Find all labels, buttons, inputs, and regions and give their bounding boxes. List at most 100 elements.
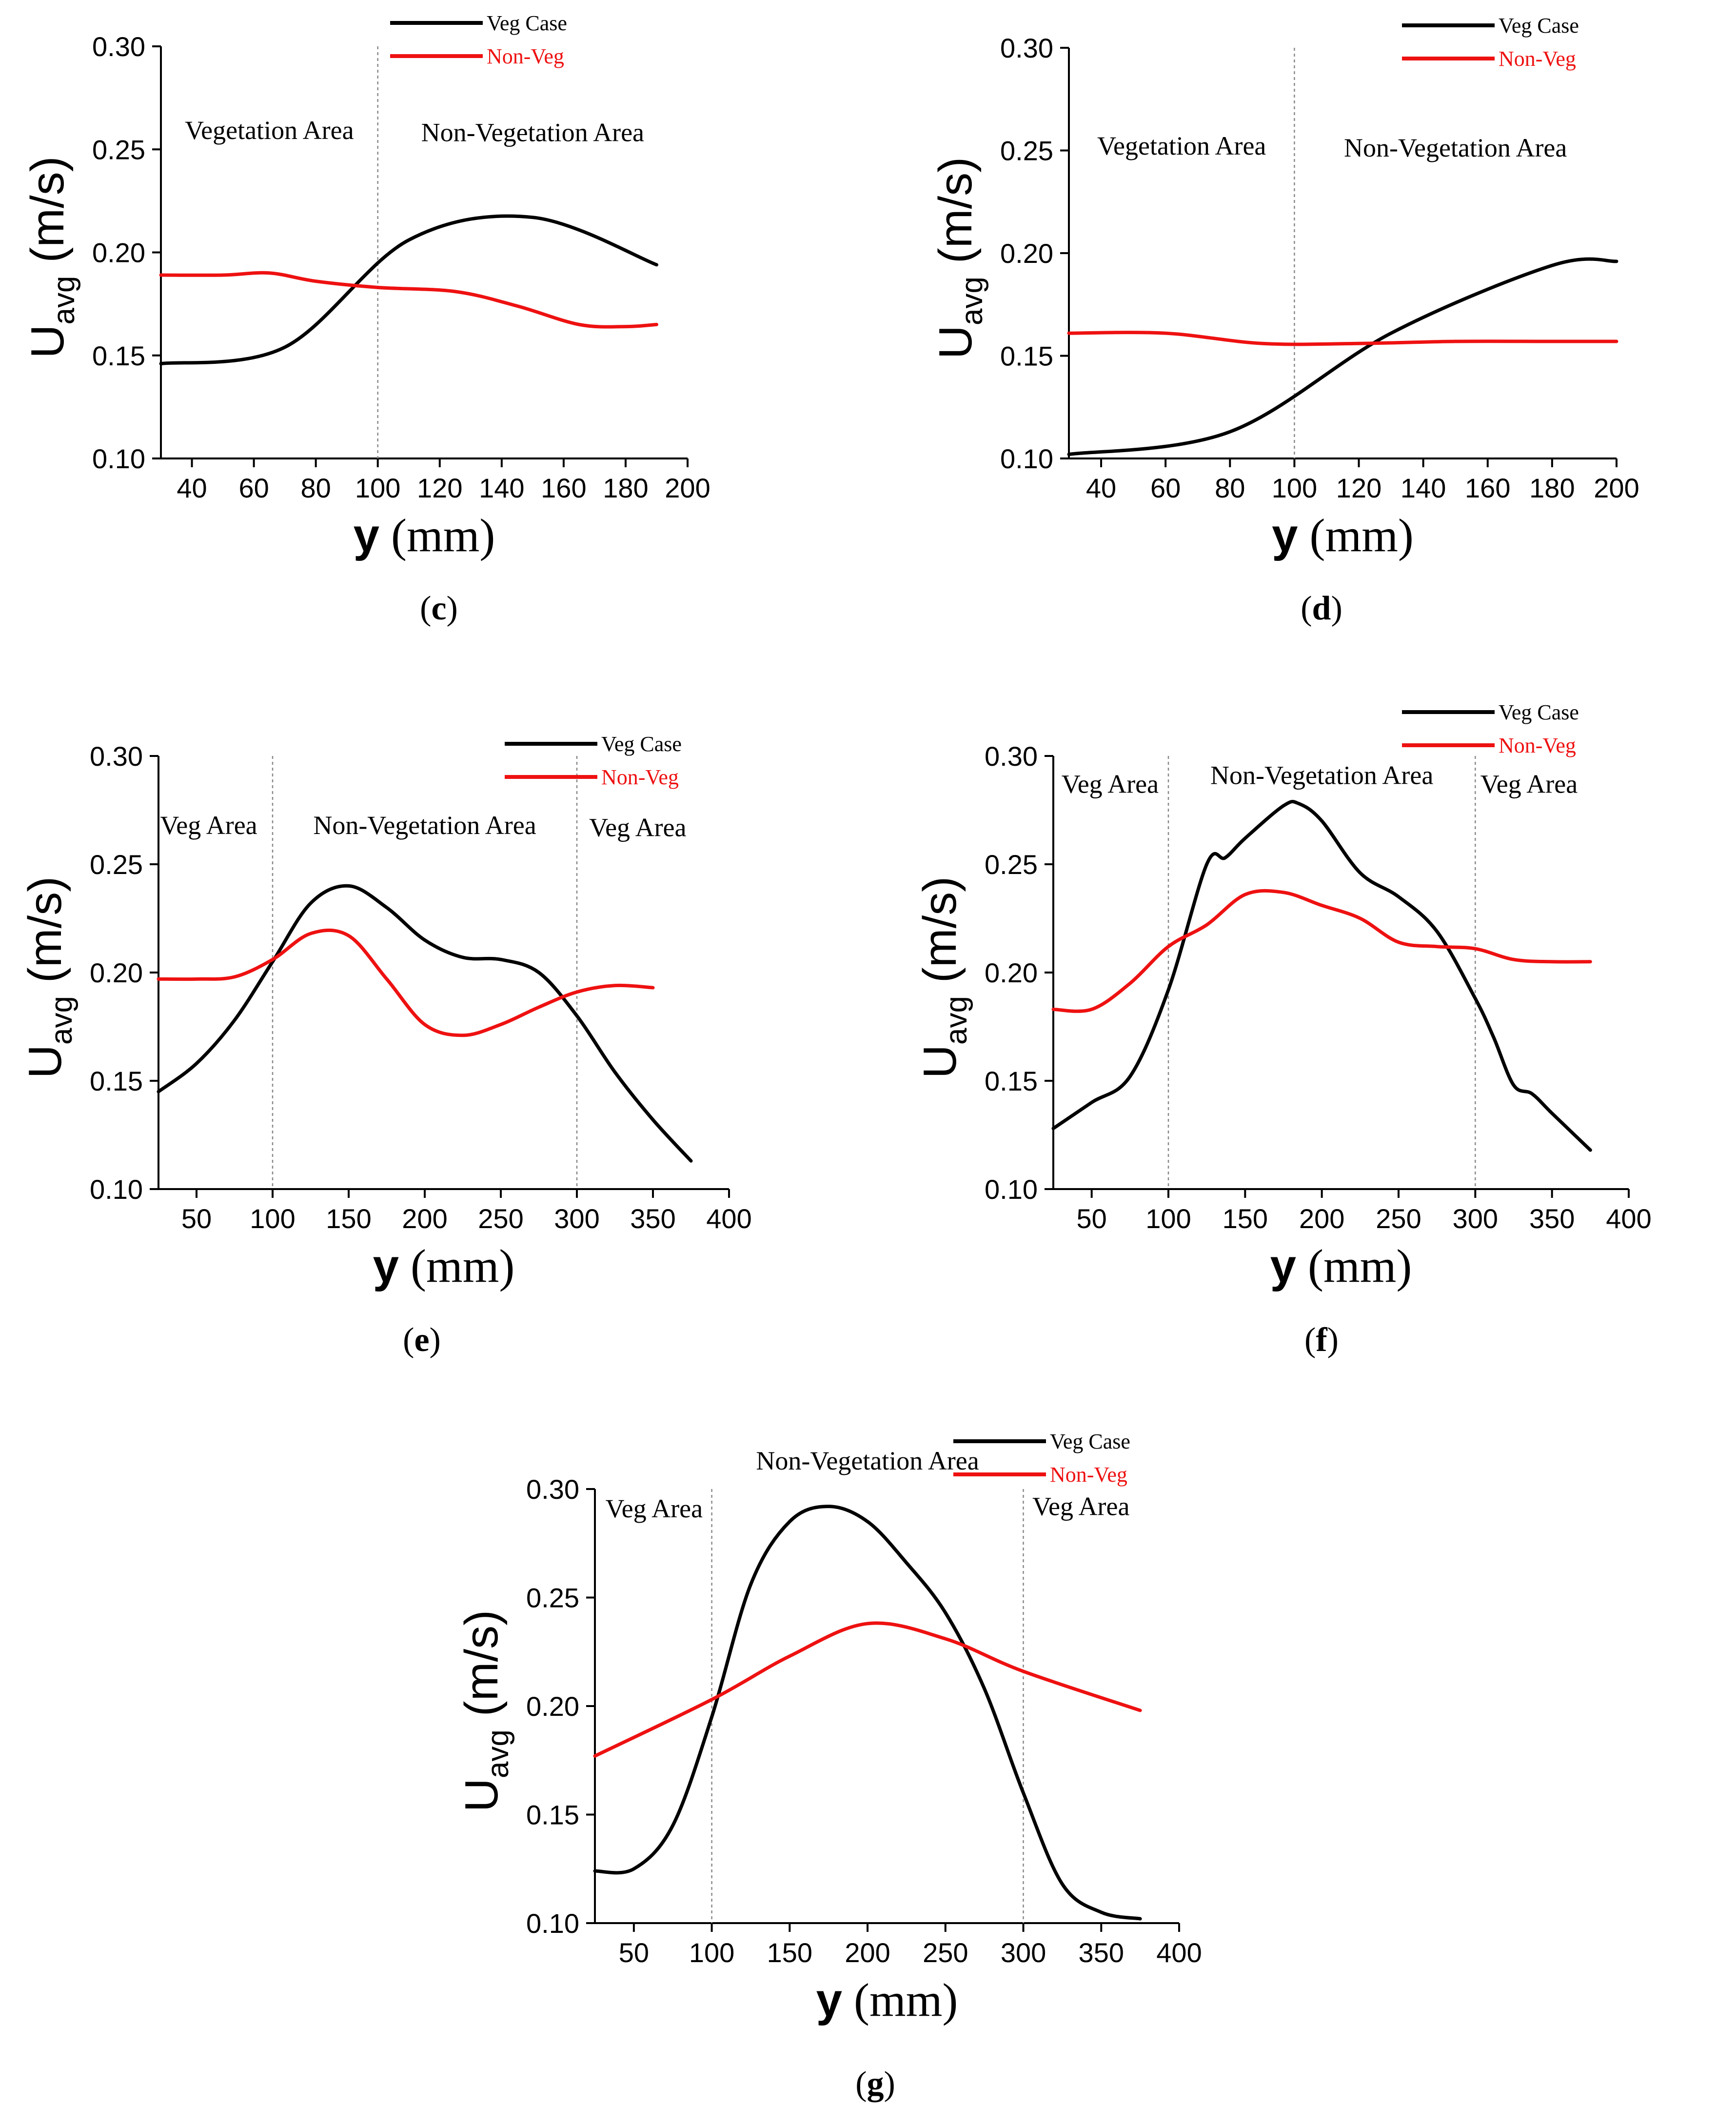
panel-e: 50 100 150 200 250 300 350 400 0.10 0.15 0.20 0.25 0… [19, 732, 752, 1359]
series-line-non-veg [1051, 889, 1592, 1013]
x-tick-label: 350 [630, 1203, 675, 1234]
y-tick-label: 0.20 [92, 238, 145, 268]
region-label: Non-Vegetation Area [313, 811, 536, 840]
y-tick-label: 0.15 [90, 1066, 143, 1096]
x-axis-label: y (mm) [816, 1974, 958, 2026]
x-tick-label: 400 [1156, 1937, 1202, 1968]
region-label: Veg Area [589, 813, 686, 842]
x-tick-label: 100 [1145, 1203, 1191, 1234]
y-tick-label: 0.10 [985, 1174, 1038, 1205]
region-label: Veg Area [160, 811, 257, 840]
series-line-non-veg [157, 928, 655, 1037]
legend-label: Non-Veg [487, 44, 564, 68]
x-tick-label: 150 [767, 1937, 812, 1968]
y-tick-label: 0.25 [985, 849, 1038, 880]
region-label: Non-Vegetation Area [421, 118, 644, 147]
y-tick-label: 0.30 [92, 31, 145, 62]
y-tick-label: 0.10 [1000, 443, 1053, 474]
x-tick-label: 60 [1150, 473, 1181, 503]
x-tick-label: 50 [619, 1937, 649, 1968]
panel-label: (c) [420, 590, 458, 627]
y-tick-label: 0.15 [526, 1800, 579, 1830]
region-label: Non-Vegetation Area [1344, 133, 1567, 162]
y-tick-label: 0.15 [1000, 341, 1053, 372]
x-axis-label: y (mm) [1272, 509, 1414, 561]
region-label: Veg Area [606, 1494, 703, 1523]
x-tick-label: 120 [417, 473, 462, 503]
x-tick-label: 400 [706, 1203, 751, 1234]
region-label: Veg Area [1480, 769, 1578, 798]
legend-label: Non-Veg [1050, 1463, 1127, 1487]
x-tick-label: 80 [300, 473, 331, 503]
y-tick-label: 0.25 [92, 134, 145, 165]
y-axis-label: Uavg (m/s) [21, 156, 81, 358]
y-tick-label: 0.10 [526, 1908, 579, 1939]
y-tick-label: 0.15 [92, 340, 145, 371]
x-tick-label: 250 [923, 1937, 968, 1968]
x-tick-label: 250 [478, 1203, 523, 1234]
x-tick-label: 40 [1086, 473, 1116, 503]
y-tick-label: 0.25 [1000, 136, 1053, 166]
panel-c: 40 60 80 100 120 140 160 180 200 0.10 0.15 0.20 0.25… [21, 11, 710, 627]
panel-label: (g) [855, 2065, 895, 2103]
x-tick-label: 100 [355, 473, 400, 503]
panel-d: 40 60 80 100 120 140 160 180 200 0.10 0.15 0.20 0.25… [929, 14, 1639, 627]
legend-label: Veg Case [1499, 14, 1579, 38]
x-axis-label: y (mm) [354, 509, 495, 561]
x-tick-label: 350 [1529, 1203, 1575, 1234]
x-tick-label: 50 [181, 1203, 212, 1234]
x-tick-label: 300 [1453, 1203, 1498, 1234]
x-tick-label: 140 [479, 473, 524, 503]
x-tick-label: 180 [1529, 473, 1575, 503]
x-tick-label: 50 [1077, 1203, 1107, 1234]
region-label: Veg Area [1032, 1491, 1129, 1521]
x-tick-label: 80 [1215, 473, 1245, 503]
y-tick-label: 0.30 [985, 741, 1038, 772]
y-tick-label: 0.30 [526, 1474, 579, 1505]
series-line-veg-case [159, 214, 658, 366]
series-line-veg-case [1067, 257, 1618, 457]
y-axis-label: Uavg (m/s) [455, 1610, 515, 1812]
y-tick-label: 0.10 [92, 443, 145, 474]
legend-label: Veg Case [487, 11, 567, 35]
panel-g: 50 100 150 200 250 300 350 400 0.10 0.15 0.20 0.25 0… [455, 1430, 1202, 2103]
y-tick-label: 0.30 [1000, 33, 1053, 63]
series-line-non-veg [159, 271, 658, 329]
x-tick-label: 200 [665, 473, 710, 503]
x-tick-label: 200 [1594, 473, 1639, 503]
y-tick-label: 0.15 [985, 1066, 1038, 1096]
x-tick-label: 100 [1272, 473, 1317, 503]
legend-label: Non-Veg [601, 765, 679, 789]
y-tick-label: 0.20 [526, 1691, 579, 1722]
x-tick-label: 400 [1606, 1203, 1651, 1234]
x-tick-label: 200 [1299, 1203, 1344, 1234]
x-tick-label: 300 [554, 1203, 599, 1234]
legend-label: Non-Veg [1499, 47, 1576, 71]
x-tick-label: 350 [1079, 1937, 1124, 1968]
series-line-non-veg [1067, 331, 1618, 346]
x-tick-label: 200 [402, 1203, 447, 1234]
x-tick-label: 250 [1376, 1203, 1421, 1234]
x-tick-label: 100 [250, 1203, 295, 1234]
y-tick-label: 0.30 [90, 741, 143, 772]
y-axis-label: Uavg (m/s) [929, 157, 989, 359]
x-axis-label: y (mm) [373, 1240, 515, 1292]
region-label: Vegetation Area [185, 116, 354, 145]
region-label: Veg Area [1062, 769, 1159, 798]
x-tick-label: 180 [603, 473, 648, 503]
region-label: Non-Vegetation Area [1210, 761, 1433, 790]
y-tick-label: 0.20 [985, 957, 1038, 988]
x-tick-label: 100 [689, 1937, 734, 1968]
y-tick-label: 0.10 [90, 1174, 143, 1205]
legend-label: Veg Case [601, 732, 682, 756]
series-line-non-veg [593, 1621, 1142, 1758]
x-tick-label: 40 [177, 473, 207, 503]
panel-f: 50 100 150 200 250 300 350 400 0.10 0.15 0.20 0.25 0… [914, 700, 1652, 1359]
y-axis-label: Uavg (m/s) [914, 876, 973, 1079]
region-label: Vegetation Area [1097, 131, 1266, 160]
legend-label: Veg Case [1499, 700, 1579, 724]
y-tick-label: 0.25 [526, 1583, 579, 1613]
series-line-veg-case [1051, 800, 1592, 1152]
x-tick-label: 300 [1001, 1937, 1046, 1968]
